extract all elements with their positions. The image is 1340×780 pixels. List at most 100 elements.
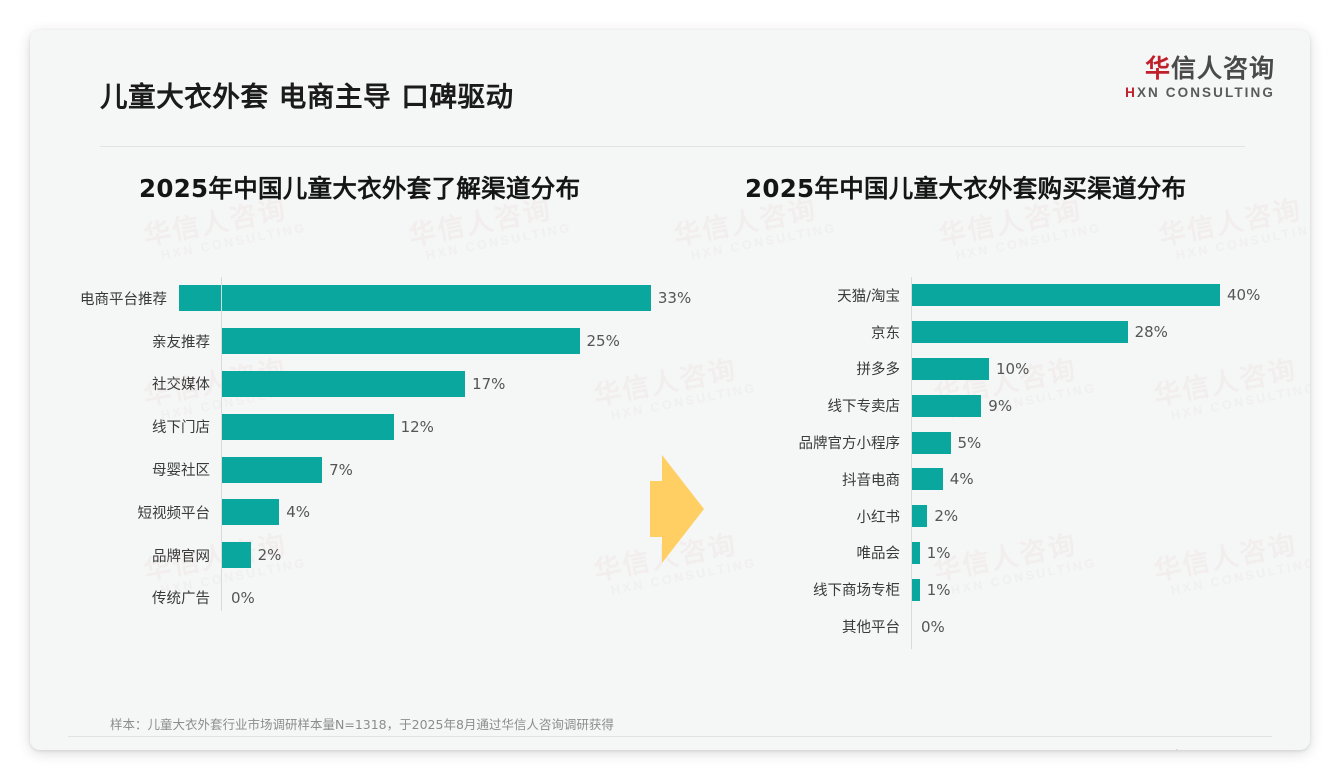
bar-category-label: 线下专卖店 (827, 399, 901, 416)
bar-category-label: 亲友推荐 (152, 334, 210, 351)
bar-category-label: 线下门店 (152, 420, 210, 437)
page-title: 儿童大衣外套 电商主导 口碑驱动 (100, 81, 514, 113)
bar-category-label: 小红书 (856, 509, 901, 526)
logo-en-accent: H (1125, 85, 1137, 101)
bar-category-label: 京东 (871, 325, 900, 342)
bar-value-label: 12% (400, 417, 434, 436)
footer-divider (68, 736, 1272, 737)
bar-wrapper: 12% (222, 413, 680, 440)
bar-value-label: 2% (934, 507, 959, 526)
bar-value-label: 2% (257, 546, 282, 565)
bar-segment (912, 394, 982, 417)
bar-segment (222, 542, 251, 569)
bar-value-label: 17% (472, 374, 506, 393)
header-divider (100, 146, 1245, 147)
website-url[interactable]: www.hxrcon.com (1146, 748, 1240, 750)
bar-value-label: 1% (926, 580, 951, 599)
logo-en-rest: XN CONSULTING (1136, 85, 1275, 101)
bar-segment (912, 431, 951, 454)
bar-rows-purchase: 天猫/淘宝 40% 京东 28% 拼多多 10% 线下专卖店 9% 品牌官方小程序 5% 抖音电商 4… (720, 277, 1280, 645)
bar-row: 电商平台推荐 33% (80, 277, 691, 320)
bar-wrapper: 40% (912, 284, 1280, 307)
bar-row: 线下专卖店 9% (720, 387, 1280, 424)
bar-category-label: 拼多多 (856, 362, 901, 379)
bar-wrapper: 4% (912, 468, 1280, 491)
bar-row: 京东 28% (720, 314, 1280, 351)
bar-segment (912, 468, 943, 491)
bar-segment (222, 413, 394, 440)
bar-value-label: 25% (586, 332, 620, 351)
bar-wrapper: 2% (912, 505, 1280, 528)
brand-logo: 华信人咨询 HXN CONSULTING (1125, 54, 1275, 101)
bar-segment (222, 370, 466, 397)
bar-row: 社交媒体 17% (80, 363, 680, 406)
logo-cn-accent: 华 (1144, 54, 1171, 83)
bar-category-label: 品牌官网 (152, 548, 210, 565)
flow-arrow-right-icon (650, 455, 704, 563)
chart-panel-awareness: 2025年中国儿童大衣外套了解渠道分布 电商平台推荐 33% 亲友推荐 25% 社交媒体… (80, 170, 691, 620)
copyright-text: ©2025.10 HXR华信人咨询 (92, 748, 249, 750)
bar-rows-awareness: 电商平台推荐 33% 亲友推荐 25% 社交媒体 17% 线下门店 12% 母婴社区 7% 短视频平… (80, 277, 691, 620)
bar-value-label: 9% (988, 396, 1013, 415)
logo-cn-rest: 信人咨询 (1170, 54, 1275, 83)
bar-segment (912, 357, 989, 380)
slide-footer: ©2025.10 HXR华信人咨询 www.hxrcon.com (30, 736, 1310, 750)
sample-footnote: 样本：儿童大衣外套行业市场调研样本量N=1318，于2025年8月通过华信人咨询… (110, 717, 614, 732)
bar-row: 传统广告 0% (80, 577, 680, 620)
bar-row: 其他平台 0% (720, 608, 1280, 645)
bar-category-label: 母婴社区 (152, 463, 210, 480)
chart-axis-line (221, 277, 222, 611)
bar-category-label: 其他平台 (842, 620, 900, 637)
bar-wrapper: 9% (912, 394, 1280, 417)
slide-header: 儿童大衣外套 电商主导 口碑驱动 华信人咨询 HXN CONSULTING (30, 30, 1310, 142)
chart-title-awareness: 2025年中国儿童大衣外套了解渠道分布 (139, 174, 581, 203)
bar-value-label: 33% (657, 289, 692, 308)
bar-value-label: 4% (286, 503, 310, 522)
bar-wrapper: 7% (222, 456, 680, 483)
bar-wrapper: 5% (912, 431, 1280, 454)
bar-chart-awareness: 电商平台推荐 33% 亲友推荐 25% 社交媒体 17% 线下门店 12% 母婴社区 7% 短视频平… (80, 277, 691, 620)
bar-segment (912, 578, 920, 601)
bar-row: 亲友推荐 25% (80, 320, 680, 363)
bar-wrapper: 1% (912, 541, 1280, 564)
bar-row: 母婴社区 7% (80, 448, 680, 491)
bar-wrapper: 2% (222, 542, 680, 569)
bar-category-label: 电商平台推荐 (80, 291, 167, 308)
bar-row: 拼多多 10% (720, 351, 1280, 388)
bar-value-label: 1% (926, 543, 951, 562)
bar-segment (912, 541, 920, 564)
bar-segment (222, 328, 580, 355)
bar-value-label: 10% (996, 359, 1030, 378)
bar-wrapper: 0% (912, 618, 1280, 636)
bar-category-label: 社交媒体 (152, 377, 210, 394)
bar-row: 小红书 2% (720, 498, 1280, 535)
bar-row: 唯品会 1% (720, 535, 1280, 572)
bar-row: 天猫/淘宝 40% (720, 277, 1280, 314)
chart-panel-purchase: 2025年中国儿童大衣外套购买渠道分布 天猫/淘宝 40% 京东 28% 拼多多 10% 线… (720, 170, 1280, 649)
bar-segment (912, 284, 1220, 307)
bar-category-label: 短视频平台 (137, 505, 211, 522)
bar-value-label: 40% (1227, 286, 1261, 305)
bar-wrapper: 0% (222, 589, 680, 607)
bar-category-label: 抖音电商 (842, 472, 900, 489)
bar-segment (222, 456, 323, 483)
bar-wrapper: 4% (222, 499, 680, 526)
bar-segment (912, 505, 928, 528)
bar-row: 线下商场专柜 1% (720, 571, 1280, 608)
bar-value-label: 0% (921, 617, 945, 636)
bar-wrapper: 17% (222, 370, 680, 397)
bar-value-label: 4% (949, 470, 974, 489)
bar-row: 线下门店 12% (80, 405, 680, 448)
chart-axis-line (911, 277, 912, 649)
bar-category-label: 唯品会 (856, 546, 901, 563)
bar-wrapper: 25% (222, 328, 680, 355)
bar-row: 短视频平台 4% (80, 491, 680, 534)
bar-wrapper: 28% (912, 321, 1280, 344)
bar-category-label: 传统广告 (152, 591, 210, 608)
bar-value-label: 7% (329, 460, 353, 479)
bar-chart-purchase: 天猫/淘宝 40% 京东 28% 拼多多 10% 线下专卖店 9% 品牌官方小程序 5% 抖音电商 4… (720, 277, 1280, 649)
bar-row: 抖音电商 4% (720, 461, 1280, 498)
bar-category-label: 品牌官方小程序 (798, 436, 901, 453)
chart-title-purchase: 2025年中国儿童大衣外套购买渠道分布 (745, 174, 1187, 203)
bar-row: 品牌官方小程序 5% (720, 424, 1280, 461)
